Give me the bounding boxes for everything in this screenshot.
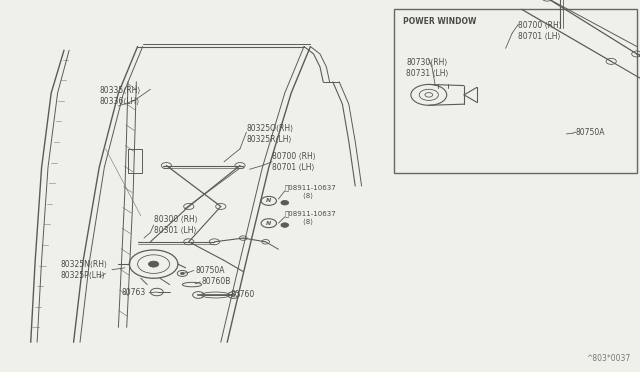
Circle shape xyxy=(281,201,289,205)
Text: 80700 ⟨RH⟩
80701 ⟨LH⟩: 80700 ⟨RH⟩ 80701 ⟨LH⟩ xyxy=(518,20,562,41)
Text: 80750A: 80750A xyxy=(195,266,225,275)
Text: ⓝ08911-10637
        ⟨8⟩: ⓝ08911-10637 ⟨8⟩ xyxy=(285,185,337,199)
Text: 80750A: 80750A xyxy=(576,128,605,137)
Text: 80325O⟨RH⟩
80325R⟨LH⟩: 80325O⟨RH⟩ 80325R⟨LH⟩ xyxy=(246,124,294,144)
Text: 80700 ⟨RH⟩
80701 ⟨LH⟩: 80700 ⟨RH⟩ 80701 ⟨LH⟩ xyxy=(272,152,316,172)
Text: 80325N⟨RH⟩
80325P⟨LH⟩: 80325N⟨RH⟩ 80325P⟨LH⟩ xyxy=(61,260,108,280)
Text: N: N xyxy=(266,198,271,203)
Text: 80763: 80763 xyxy=(122,288,146,297)
Text: ⓝ08911-10637
        ⟨8⟩: ⓝ08911-10637 ⟨8⟩ xyxy=(285,211,337,225)
Bar xyxy=(394,9,637,173)
Text: 80335⟨RH⟩
80336⟨LH⟩: 80335⟨RH⟩ 80336⟨LH⟩ xyxy=(99,86,141,106)
Text: 80760: 80760 xyxy=(230,291,255,299)
Text: 80300 ⟨RH⟩
80301 ⟨LH⟩: 80300 ⟨RH⟩ 80301 ⟨LH⟩ xyxy=(154,215,197,235)
Text: ^803*0037: ^803*0037 xyxy=(586,354,630,363)
Circle shape xyxy=(148,261,159,267)
Text: N: N xyxy=(266,221,271,226)
Text: 80730⟨RH⟩
80731 ⟨LH⟩: 80730⟨RH⟩ 80731 ⟨LH⟩ xyxy=(406,58,449,78)
Text: 80760B: 80760B xyxy=(202,278,231,286)
Circle shape xyxy=(281,223,289,227)
Bar xyxy=(128,149,142,173)
Circle shape xyxy=(180,272,184,275)
Text: POWER WINDOW: POWER WINDOW xyxy=(403,17,477,26)
